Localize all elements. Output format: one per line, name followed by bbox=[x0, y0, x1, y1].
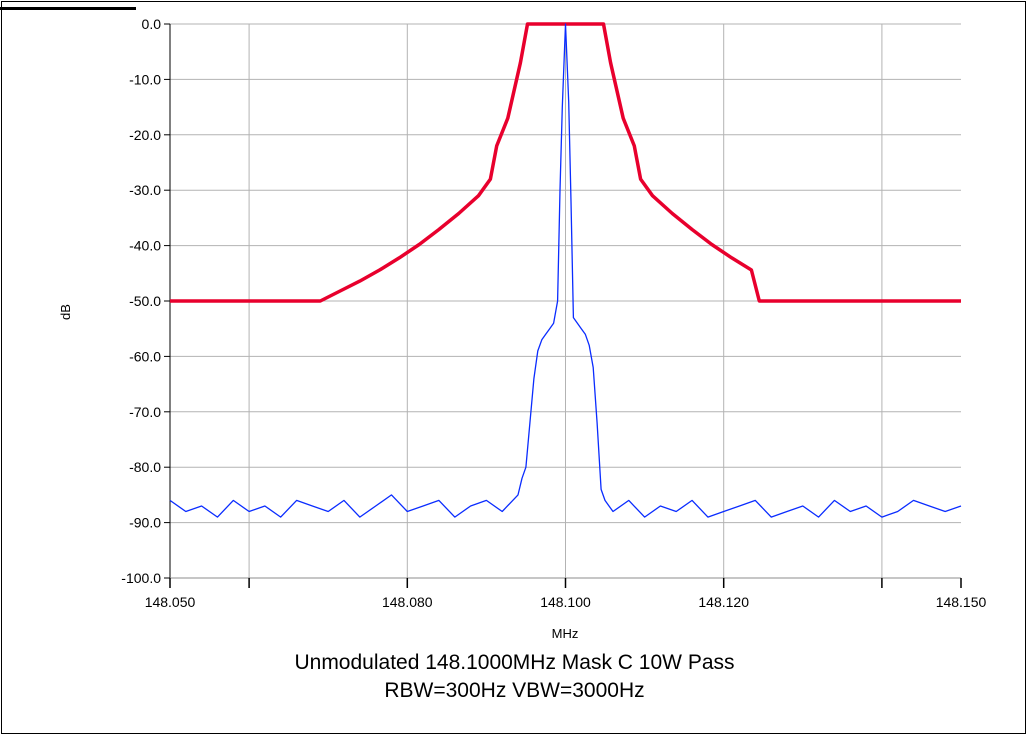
y-tick-label: -40.0 bbox=[129, 238, 161, 254]
y-tick-label: -20.0 bbox=[129, 127, 161, 143]
series bbox=[169, 22, 962, 518]
top-tab-bar bbox=[0, 0, 136, 10]
y-tick-label: -100.0 bbox=[121, 570, 161, 586]
y-tick-label: -50.0 bbox=[129, 293, 161, 309]
x-tick-label: 148.050 bbox=[145, 594, 196, 610]
y-tick-label: -30.0 bbox=[129, 182, 161, 198]
caption-line-1: Unmodulated 148.1000MHz Mask C 10W Pass bbox=[294, 651, 735, 674]
x-tick-label: 148.120 bbox=[698, 594, 749, 610]
x-tick-label: 148.080 bbox=[382, 594, 433, 610]
y-tick-label: -80.0 bbox=[129, 459, 161, 475]
x-tick-label: 148.150 bbox=[936, 594, 987, 610]
spectrum-trace bbox=[169, 23, 962, 518]
y-tick-label: -90.0 bbox=[129, 515, 161, 531]
caption-line-2: RBW=300Hz VBW=3000Hz bbox=[384, 679, 645, 702]
chart-caption: Unmodulated 148.1000MHz Mask C 10W Pass … bbox=[0, 649, 1029, 705]
y-tick-label: -70.0 bbox=[129, 404, 161, 420]
axes: 0.0 -10.0 -20.0 -30.0 -40.0 -50.0 -60.0 -70.0 -8… bbox=[121, 16, 986, 610]
mask-line bbox=[170, 22, 961, 303]
y-tick-label: -60.0 bbox=[129, 348, 161, 364]
y-tick-label: -10.0 bbox=[129, 71, 161, 87]
x-tick-label: 148.100 bbox=[540, 594, 591, 610]
x-axis-label: MHz bbox=[552, 626, 579, 641]
y-axis-label: dB bbox=[58, 304, 73, 320]
y-tick-label: 0.0 bbox=[142, 16, 162, 32]
